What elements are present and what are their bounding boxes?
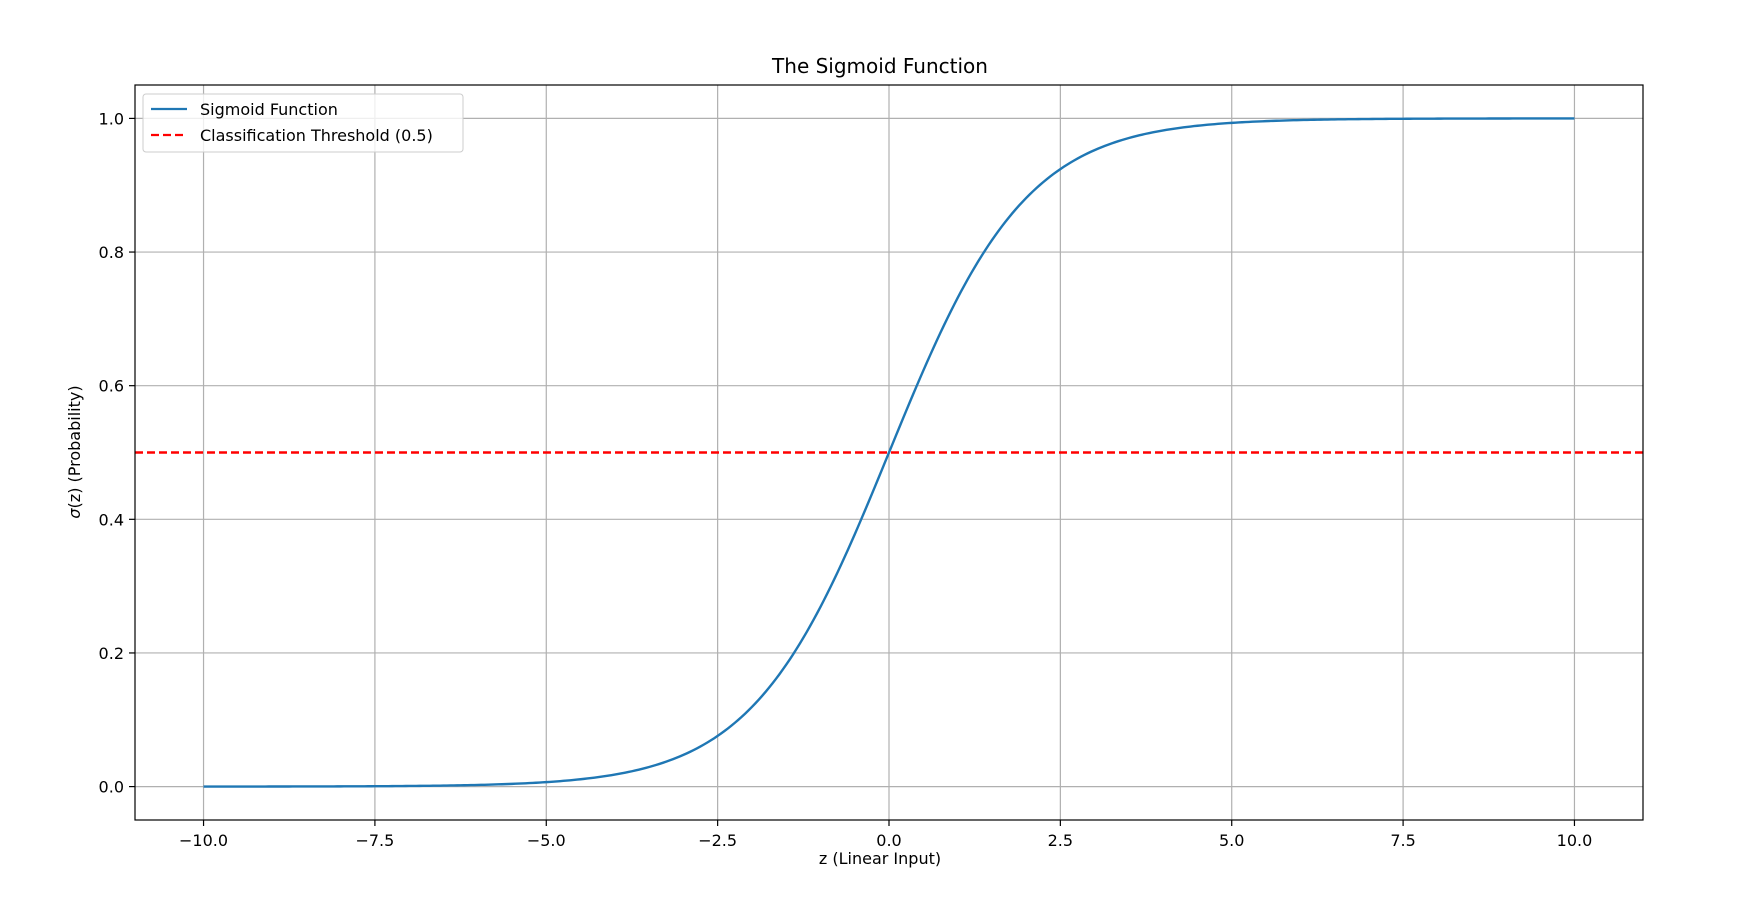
x-tick-label: −10.0	[179, 831, 228, 850]
x-tick-label: 5.0	[1219, 831, 1244, 850]
y-axis-label: σ(z) (Probability)	[65, 385, 84, 518]
plot-area	[135, 117, 1643, 788]
y-tick-label: 0.2	[99, 644, 124, 663]
x-axis-label: z (Linear Input)	[819, 849, 941, 868]
sigmoid-curve	[203, 117, 1575, 788]
x-tick-label: 10.0	[1557, 831, 1593, 850]
y-axis-label-symbol: σ	[65, 508, 84, 519]
y-tick-label: 1.0	[99, 109, 124, 128]
y-tick-label: 0.8	[99, 243, 124, 262]
legend-label-sigmoid: Sigmoid Function	[200, 100, 338, 119]
x-tick-label: 0.0	[876, 831, 901, 850]
grid	[135, 85, 1643, 820]
legend: Sigmoid Function Classification Threshol…	[142, 93, 464, 153]
x-tick-label: −5.0	[527, 831, 566, 850]
x-tick-label: 7.5	[1390, 831, 1415, 850]
y-axis-label-text: (z) (Probability)	[65, 385, 84, 508]
legend-box	[142, 93, 464, 153]
x-tick-label: −7.5	[355, 831, 394, 850]
ticks: −10.0 −7.5 −5.0 −2.5 0.0 2.5 5.0 7.5 10.0 0.0 0.2 0…	[99, 109, 1593, 850]
chart-title: The Sigmoid Function	[771, 54, 988, 78]
x-tick-label: −2.5	[698, 831, 737, 850]
x-tick-label: 2.5	[1048, 831, 1073, 850]
y-tick-label: 0.6	[99, 377, 124, 396]
legend-label-threshold: Classification Threshold (0.5)	[200, 126, 433, 145]
y-tick-label: 0.0	[99, 778, 124, 797]
y-tick-label: 0.4	[99, 510, 124, 529]
